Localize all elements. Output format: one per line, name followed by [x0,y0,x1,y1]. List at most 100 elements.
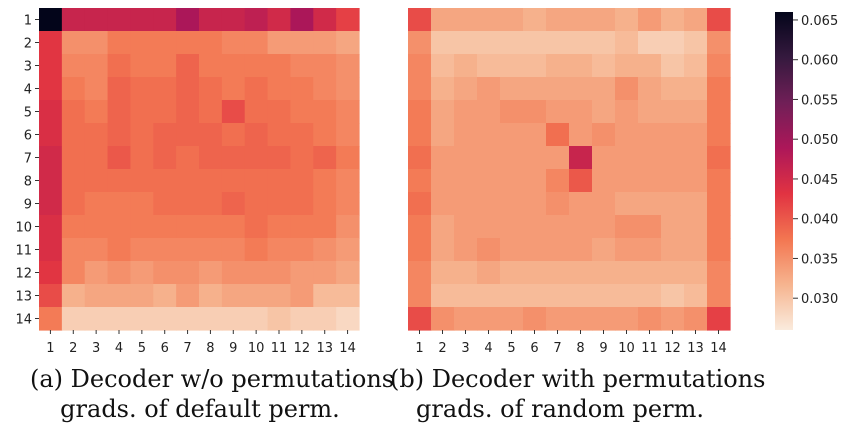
heatmap-a-cell-2-13 [313,31,337,55]
heatmap-b-cell-7-1 [408,146,432,170]
heatmap-a-cell-14-6 [153,307,177,331]
heatmap-b-cell-12-1 [408,261,432,285]
heatmap-b-cell-6-12 [661,123,685,147]
heatmap-a-cell-13-11 [267,284,292,308]
heatmap-a-cell-7-2 [61,146,86,170]
heatmap-b-cell-6-2 [431,123,455,147]
heatmap-a-cell-1-3 [84,8,109,32]
heatmap-b-cell-13-11 [638,284,662,308]
heatmap-a-cell-12-5 [130,261,154,285]
heatmap-a-cell-11-6 [153,238,177,262]
heatmap-a-cell-1-8 [199,8,223,32]
heatmap-a-cell-11-10 [244,238,269,262]
heatmap-b-cell-13-6 [523,284,547,308]
heatmap-a-cell-1-11 [267,8,292,32]
heatmap-a-cell-2-7 [176,31,200,55]
heatmap-a-ytick-label: 1 [24,14,32,29]
heatmap-a-cell-13-4 [107,284,132,308]
heatmap-b-xtick-label: 3 [461,341,469,356]
heatmap-b-cell-5-1 [408,100,432,124]
heatmap-b-cell-8-9 [592,169,616,193]
heatmap-b-cell-2-10 [615,31,639,55]
heatmap-a-cell-9-14 [336,192,360,216]
heatmap-b-cell-4-10 [615,77,639,101]
heatmap-b-cell-9-5 [500,192,524,216]
heatmap-a-cell-2-1 [39,31,63,55]
heatmap-a-cell-1-10 [244,8,269,32]
heatmap-a-xtick-label: 4 [115,341,123,356]
heatmap-a-cell-11-8 [199,238,223,262]
heatmap-a-xtick-label: 14 [339,341,356,356]
heatmap-a-cell-11-13 [313,238,337,262]
heatmap-b-cell-4-9 [592,77,616,101]
heatmap-a-cell-12-3 [84,261,109,285]
heatmap-b-cell-9-2 [431,192,455,216]
heatmap-a-cell-12-9 [221,261,246,285]
heatmap-b-xtick-label: 4 [484,341,492,356]
heatmap-b-cell-3-14 [707,54,731,78]
colorbar-tick-label: 0.055 [801,93,838,108]
heatmap-a-cell-11-14 [336,238,360,262]
heatmap-a-cell-6-6 [153,123,177,147]
heatmap-b-cell-1-3 [454,8,478,32]
heatmap-b-cell-1-13 [684,8,708,32]
heatmap-a-cell-3-1 [39,54,63,78]
heatmap-a-cell-3-10 [244,54,269,78]
heatmap-a-cell-4-13 [313,77,337,101]
heatmap-a-cell-6-1 [39,123,63,147]
heatmap-b-cell-2-11 [638,31,662,55]
heatmap-a-ytick-label: 13 [15,290,32,305]
heatmap-a-cell-13-12 [290,284,314,308]
heatmap-a-cell-12-2 [61,261,86,285]
heatmap-a-xtick-label: 13 [316,341,333,356]
heatmap-b-xtick-label: 6 [530,341,538,356]
heatmap-a-cell-1-14 [336,8,360,32]
heatmap-b-xtick-label: 7 [553,341,561,356]
heatmap-a-cell-3-6 [153,54,177,78]
heatmap-b-cell-5-6 [523,100,547,124]
heatmap-a-cell-8-12 [290,169,314,193]
heatmap-a-ytick-label: 2 [24,37,32,52]
colorbar-tick-label: 0.060 [801,54,838,69]
heatmap-b-cell-3-4 [477,54,501,78]
heatmap-b-cell-7-6 [523,146,547,170]
heatmap-b-cell-14-10 [615,307,639,331]
heatmap-a-cell-3-13 [313,54,337,78]
heatmap-b-cell-1-6 [523,8,547,32]
heatmap-a-cell-7-14 [336,146,360,170]
heatmap-b-xtick-label: 2 [438,341,446,356]
heatmap-b-cell-14-13 [684,307,708,331]
heatmap-b-cell-4-13 [684,77,708,101]
heatmap-b-cell-9-12 [661,192,685,216]
heatmap-b-cell-11-1 [408,238,432,262]
colorbar-tick-label: 0.045 [801,173,838,188]
heatmap-b-cell-6-11 [638,123,662,147]
heatmap-b-cell-7-11 [638,146,662,170]
heatmap-b-cell-2-12 [661,31,685,55]
heatmap-a-cell-9-6 [153,192,177,216]
heatmap-b-cell-5-5 [500,100,524,124]
heatmap-b-cell-3-1 [408,54,432,78]
heatmap-a-cell-2-9 [221,31,246,55]
heatmap-a-cell-14-14 [336,307,360,331]
heatmap-b-cell-9-8 [569,192,593,216]
heatmap-a-cell-12-10 [244,261,269,285]
heatmap-b-cell-14-9 [592,307,616,331]
heatmap-a-cell-5-13 [313,100,337,124]
heatmap-b-cell-12-6 [523,261,547,285]
heatmap-b-cell-14-12 [661,307,685,331]
heatmap-a-cell-12-4 [107,261,132,285]
heatmap-b-cell-1-12 [661,8,685,32]
heatmap-a-cell-4-5 [130,77,154,101]
heatmap-b-cell-9-1 [408,192,432,216]
heatmap-b-cell-1-11 [638,8,662,32]
heatmap-a-cell-9-4 [107,192,132,216]
heatmap-a-cell-8-5 [130,169,154,193]
heatmap-b-cell-2-6 [523,31,547,55]
heatmap-a-cell-8-4 [107,169,132,193]
heatmap-a-cell-8-8 [199,169,223,193]
heatmap-b-cell-10-7 [546,215,570,239]
heatmap-b-cell-4-7 [546,77,570,101]
heatmap-b-cell-5-4 [477,100,501,124]
